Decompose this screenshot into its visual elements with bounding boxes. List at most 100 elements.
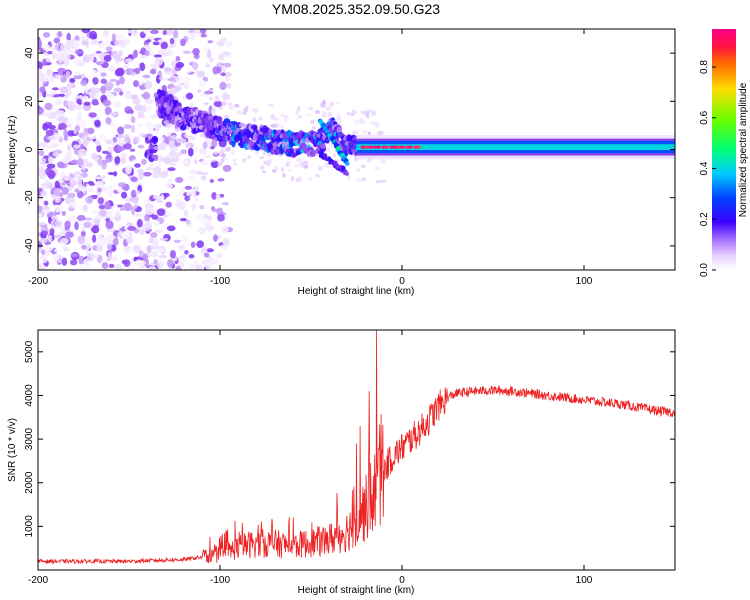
spectrogram-cell xyxy=(228,105,235,110)
spectrogram-cell xyxy=(73,144,81,149)
spectrogram-cell xyxy=(167,258,174,268)
spectrogram-cell xyxy=(39,237,48,244)
spectrogram-cell xyxy=(65,70,71,79)
spectrogram-cell xyxy=(71,39,80,49)
spectrogram-cell xyxy=(65,231,74,238)
spectrogram-cell xyxy=(45,129,54,137)
figure-title: YM08.2025.352.09.50.G23 xyxy=(272,1,440,17)
spectrogram-cell xyxy=(49,228,55,235)
spectrogram-cell xyxy=(112,53,121,61)
spectrogram-cell xyxy=(139,62,146,72)
spectrogram-cell xyxy=(183,209,189,217)
spectrogram-cell xyxy=(102,150,109,154)
spectrogram-cell xyxy=(360,145,366,149)
spectrogram-cell xyxy=(120,152,128,158)
spectrogram-cell xyxy=(47,156,54,164)
spectrogram-cell xyxy=(308,106,314,110)
spectrogram-cell xyxy=(104,81,114,91)
spectrogram-cell xyxy=(142,253,148,261)
spectrogram-cell xyxy=(210,146,215,150)
spectrogram-cell xyxy=(221,201,229,206)
spectrogram-cell xyxy=(40,254,48,261)
spectrogram-cell xyxy=(223,114,230,119)
spectrogram-cell xyxy=(126,29,135,34)
snr-y-label: SNR (10 * v/v) xyxy=(7,418,18,482)
spectrogram-cell xyxy=(70,197,76,204)
spectrogram-cell xyxy=(86,252,95,262)
spectrogram-cell xyxy=(186,190,191,197)
spectrogram-cell xyxy=(67,192,76,198)
spectrogram-cell xyxy=(215,193,221,201)
spectrogram-cell xyxy=(105,220,114,230)
spectrogram-cell xyxy=(79,266,88,270)
spectrogram-cell xyxy=(151,238,160,247)
spectrogram-cell xyxy=(191,135,196,141)
y-tick-label: 1000 xyxy=(24,515,35,538)
spectrogram-cell xyxy=(45,244,54,252)
spectrogram-cell xyxy=(167,212,172,217)
spectrogram-cell xyxy=(199,204,205,210)
spectrogram-cell xyxy=(222,237,230,247)
spectrogram-cell xyxy=(362,110,367,115)
spectrogram-cell xyxy=(126,267,135,270)
spectrogram-cell xyxy=(106,234,116,240)
spectrogram-cell xyxy=(76,191,84,199)
spectrogram-cell xyxy=(86,127,95,135)
spectrogram-cell xyxy=(192,48,200,56)
spectrogram-cell xyxy=(74,71,81,77)
spectrogram-cell xyxy=(59,86,69,94)
spectrogram-cell xyxy=(85,90,91,95)
spectrogram-cell xyxy=(146,39,152,43)
spectrogram-cell xyxy=(77,148,87,157)
spectrogram-cell xyxy=(167,167,176,172)
spectrogram-cell xyxy=(159,255,168,259)
spectrogram-cell xyxy=(95,180,104,189)
spectrogram-cell xyxy=(80,73,86,78)
spectrogram-cell xyxy=(137,114,146,119)
spectrogram-cell xyxy=(38,205,43,213)
spectrogram-cell xyxy=(191,203,197,211)
spectrogram-cell xyxy=(99,60,104,64)
colorbar: 0.0 0.2 0.4 0.6 0.8 Normalized spectral ampl… xyxy=(699,29,749,277)
spectrogram-cell xyxy=(381,158,386,164)
spectrogram-y-label: Frequency (Hz) xyxy=(7,116,18,185)
spectrogram-cell xyxy=(53,37,61,44)
spectrogram-cell xyxy=(137,144,145,149)
spectrogram-cell xyxy=(325,107,332,111)
spectrogram-cell xyxy=(145,106,154,112)
spectrogram-cell xyxy=(46,75,55,83)
spectrogram-cell xyxy=(78,255,85,265)
spectrogram-cell xyxy=(132,97,141,105)
spectrogram-cell xyxy=(320,103,324,107)
spectrogram-cell xyxy=(67,102,76,112)
spectrogram-cell xyxy=(171,134,177,140)
spectrogram-cell xyxy=(253,126,258,133)
spectrogram-cell xyxy=(223,118,231,124)
spectrogram-cell xyxy=(163,156,172,165)
spectrogram-cell xyxy=(221,93,231,101)
spectrogram-cell xyxy=(132,245,142,253)
spectrogram-cell xyxy=(173,239,181,243)
spectrogram-cell xyxy=(46,163,56,169)
spectrogram-cell xyxy=(64,226,70,231)
spectrogram-cell xyxy=(65,41,72,51)
spectrogram-cell xyxy=(61,257,68,266)
spectrogram-cell xyxy=(234,103,240,108)
spectrogram-cell xyxy=(77,158,84,166)
spectrogram-cell xyxy=(107,171,115,176)
spectrogram-cell xyxy=(221,157,225,164)
spectrogram-cell xyxy=(204,102,209,105)
spectrogram-cell xyxy=(311,125,316,131)
spectrogram-cell xyxy=(70,159,79,165)
spectrogram-cell xyxy=(211,208,221,213)
spectrogram-cell xyxy=(280,166,285,173)
spectrogram-cell xyxy=(399,145,405,149)
spectrogram-cell xyxy=(57,116,66,122)
spectrogram-cell xyxy=(151,123,158,129)
spectrogram-cell xyxy=(121,230,130,240)
spectrogram-cell xyxy=(40,161,46,165)
spectrogram-cell xyxy=(364,145,370,149)
colorbar-tick-label: 0.4 xyxy=(699,161,710,175)
spectrogram-cell xyxy=(135,190,141,195)
x-tick-label: 100 xyxy=(576,575,593,586)
